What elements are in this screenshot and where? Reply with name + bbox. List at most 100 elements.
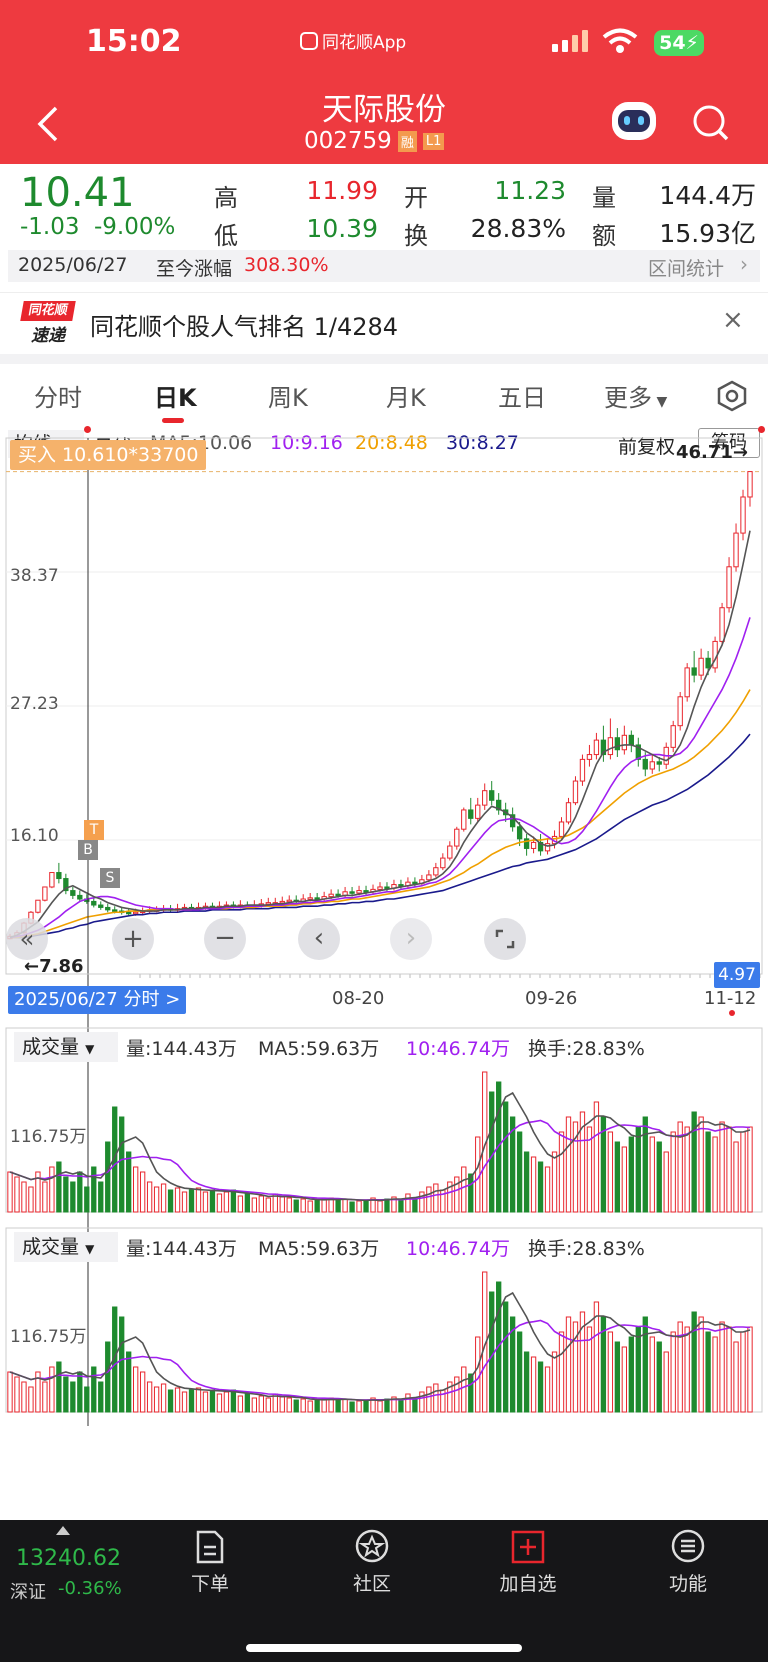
volume-bar [279, 1196, 285, 1213]
trade-mark-b[interactable]: B [78, 840, 98, 860]
min-price-label: ←7.86 [24, 956, 84, 977]
community-button[interactable]: 社区 [312, 1520, 432, 1596]
close-icon[interactable]: × [722, 305, 744, 335]
volume-bar [216, 1393, 223, 1413]
pan-right-icon[interactable]: › [390, 918, 432, 960]
date-cursor-badge[interactable]: 2025/06/27 分时 > [8, 986, 187, 1014]
fuquan-toggle[interactable]: 前复权 [618, 436, 676, 458]
tab-five-day[interactable]: 五日 [498, 384, 546, 412]
range-stats-link[interactable]: 区间统计 [648, 258, 725, 280]
candle-body [132, 911, 139, 915]
tab-month-k[interactable]: 月K [386, 384, 426, 412]
add-watchlist-button[interactable]: 加自选 [468, 1520, 588, 1596]
volume-frame-1 [5, 1027, 763, 1213]
tab-week-k[interactable]: 周K [268, 384, 308, 412]
trade-mark-s[interactable]: S [100, 868, 120, 888]
volume-bar [286, 1397, 292, 1413]
pan-left-icon[interactable]: ‹ [298, 918, 340, 960]
volume-bar [454, 1376, 460, 1413]
kline-chart-svg[interactable] [0, 426, 768, 1520]
stock-name: 天际股份 [322, 92, 446, 128]
candle-body [49, 872, 55, 888]
search-icon[interactable] [692, 104, 730, 142]
volume-selector-1[interactable]: 成交量 ▼ [14, 1032, 118, 1062]
volume-bar [363, 1199, 369, 1213]
red-dot-indicator [729, 1010, 735, 1016]
volume-bar [726, 1326, 732, 1413]
volume-bar [377, 1400, 383, 1413]
vol-value-1: 量:144.43万 [126, 1038, 237, 1060]
volume-bar [614, 1141, 621, 1213]
chip-distribution-button[interactable]: 筹码 [698, 428, 760, 458]
menu-circle-icon [671, 1529, 705, 1563]
volume-bar [656, 1141, 662, 1213]
volume-bar [405, 1393, 411, 1413]
candle-body [747, 471, 753, 498]
candle-body [516, 826, 523, 840]
robot-assistant-icon[interactable] [612, 102, 656, 140]
range-stats-bar[interactable]: 2025/06/27 至今涨幅 308.30% 区间统计 › [8, 250, 760, 282]
zoom-in-icon[interactable]: + [112, 918, 154, 960]
volume-bar [77, 1371, 83, 1413]
order-button[interactable]: 下单 [150, 1520, 270, 1596]
candle-body [475, 804, 481, 819]
tab-more[interactable]: 更多 ▼ [604, 378, 667, 413]
volume-bar [321, 1198, 327, 1213]
popularity-banner[interactable]: 同花顺 速递 同花顺个股人气排名 1/4284 × [0, 292, 768, 354]
volume-bar [139, 1371, 146, 1413]
volume-bar [447, 1381, 453, 1413]
candle-body [621, 734, 628, 751]
index-value[interactable]: 13240.62 [16, 1546, 121, 1571]
volume-bar [607, 1331, 614, 1413]
volume-bar [705, 1331, 711, 1413]
tab-fenshi[interactable]: 分时 [34, 384, 82, 412]
back-arrow-icon[interactable] [36, 104, 60, 144]
volume-bar [523, 1151, 530, 1213]
margin-badge: 融 [397, 130, 417, 152]
volume-bar [398, 1399, 404, 1413]
vol-turnover-1: 换手:28.83% [528, 1038, 645, 1060]
trade-mark-t[interactable]: T [84, 820, 104, 840]
volume-bar [349, 1201, 355, 1213]
volume-bar [307, 1400, 313, 1413]
volume-bar [21, 1181, 27, 1213]
expand-up-icon[interactable] [56, 1526, 70, 1535]
volume-bar [614, 1341, 621, 1413]
volume-bar [433, 1183, 439, 1213]
settings-hex-icon[interactable] [716, 380, 748, 412]
volume-bar [454, 1176, 460, 1213]
volume-bar [384, 1398, 390, 1413]
price-change-pct: -9.00% [94, 214, 176, 240]
volume-bar [565, 1116, 572, 1213]
status-time: 15:02 [86, 24, 182, 59]
volume-bar [426, 1386, 432, 1413]
volume-bar [370, 1397, 376, 1413]
candle-body [363, 890, 369, 893]
candle-body [496, 799, 502, 811]
volume-bar [7, 1171, 13, 1213]
high-label: 高 [214, 184, 238, 212]
volume-bar [419, 1391, 425, 1413]
amount-label: 额 [592, 222, 616, 250]
order-label: 下单 [190, 1573, 229, 1595]
x-tick-1: 08-20 [332, 988, 385, 1009]
tab-day-k[interactable]: 日K [154, 384, 197, 412]
function-button[interactable]: 功能 [628, 1520, 748, 1596]
volume-bar [167, 1189, 174, 1213]
volume-selector-2[interactable]: 成交量 ▼ [14, 1232, 118, 1262]
volume-bar [712, 1336, 718, 1413]
ma20-line [10, 689, 751, 939]
vol-ma10-2: 10:46.74万 [406, 1238, 510, 1260]
zoom-out-icon[interactable]: − [204, 918, 246, 960]
volume-bar [251, 1397, 258, 1413]
volume-bar [335, 1199, 341, 1213]
x-tick-3: 11-12 [704, 988, 757, 1009]
open-value: 11.23 [494, 176, 566, 205]
fullscreen-icon[interactable] [484, 918, 526, 960]
volume-bar [188, 1389, 195, 1413]
collapse-left-icon[interactable]: « [6, 918, 48, 960]
candle-body [63, 878, 69, 892]
volume-bar [258, 1195, 264, 1213]
community-label: 社区 [352, 1573, 391, 1595]
volume-bar [468, 1173, 474, 1213]
